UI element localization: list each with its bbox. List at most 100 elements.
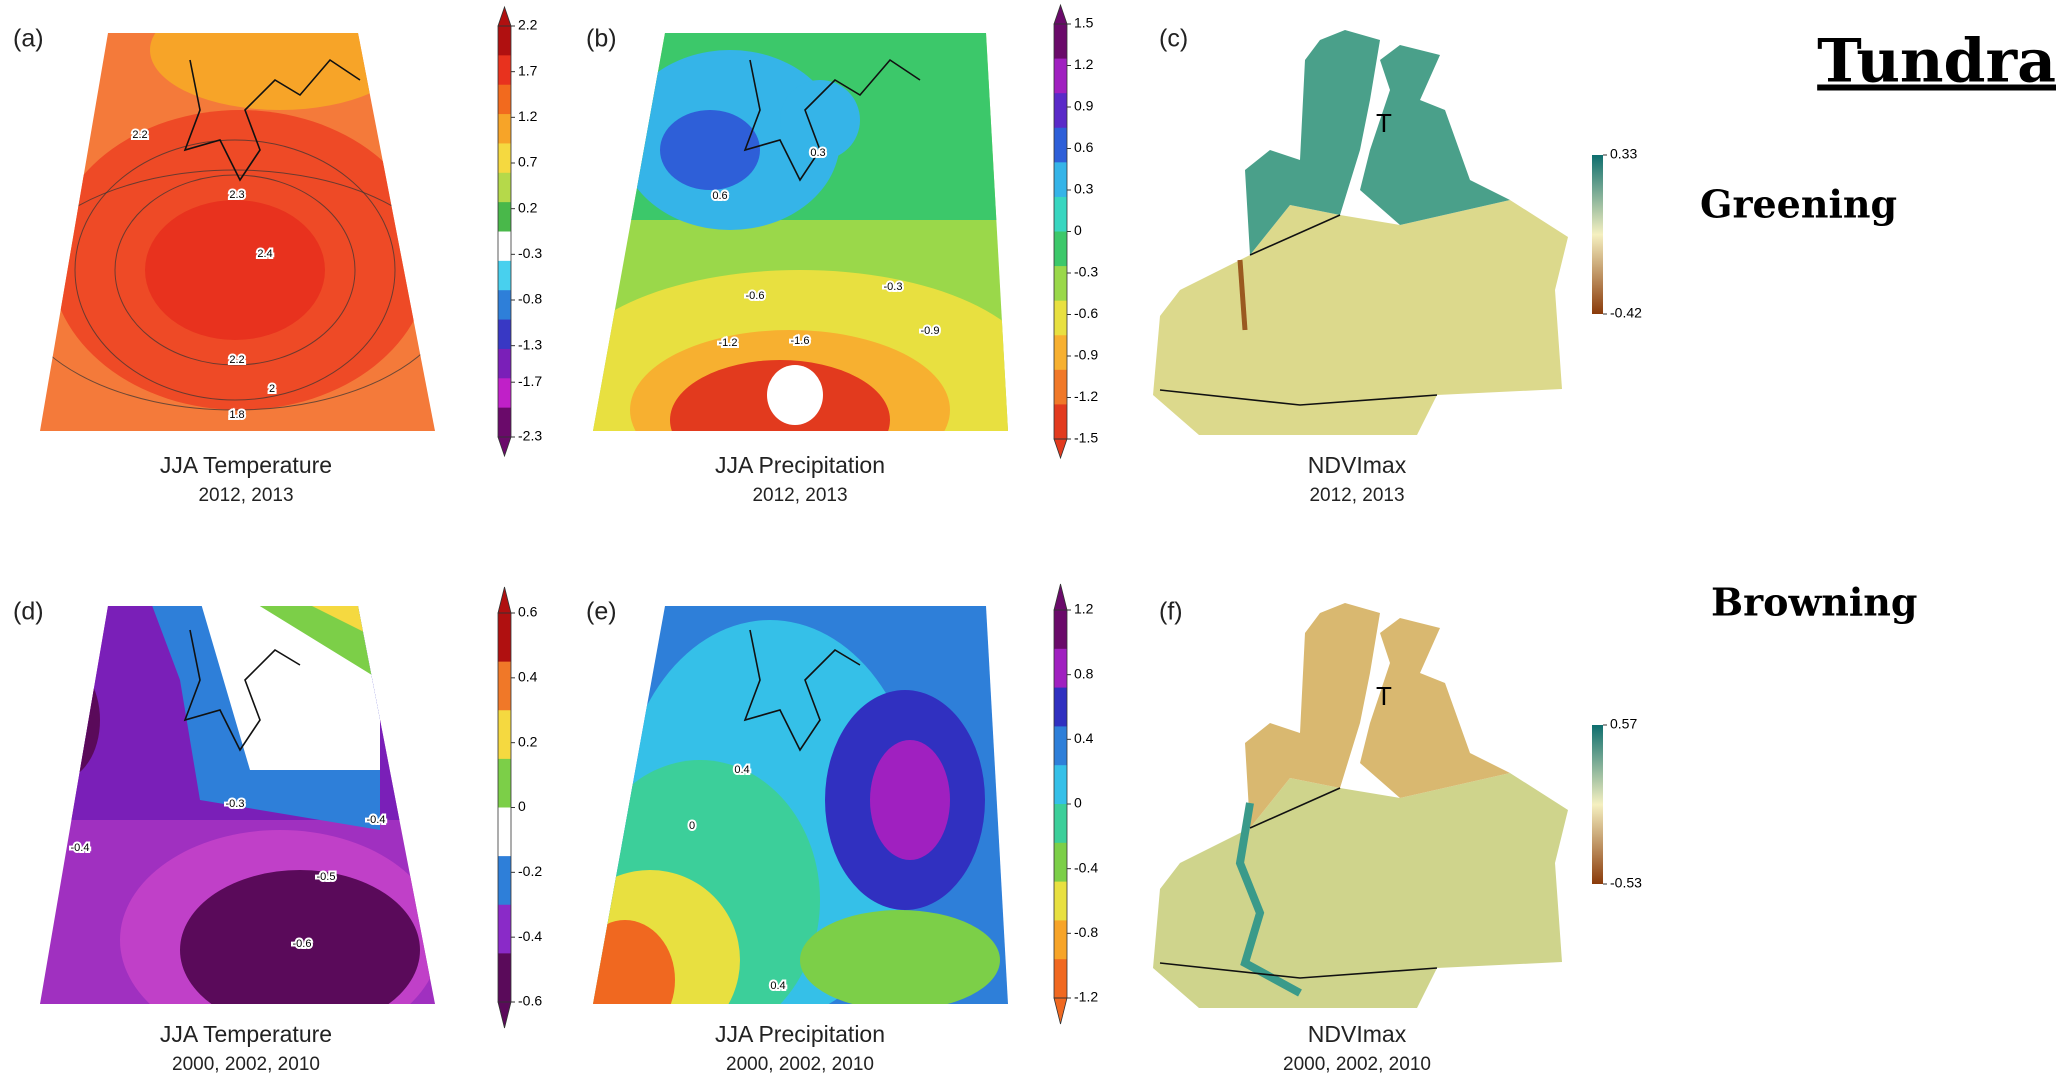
colorbar-band: [498, 172, 511, 203]
colorbar-band: [498, 758, 511, 808]
panel-label: (b): [586, 25, 617, 53]
colorbar-band: [1054, 300, 1067, 336]
contour-label: 1.8: [229, 409, 244, 421]
colorbar-band: [498, 231, 511, 262]
colorbar-band: [498, 260, 511, 291]
colorbar-band: [1054, 404, 1067, 440]
colorbar-band: [1054, 93, 1067, 129]
contour-label: 2.3: [229, 189, 244, 201]
colorbar-tick-label: 1.2: [1074, 601, 1094, 617]
panel-label: (f): [1159, 598, 1183, 626]
panel-label: (e): [586, 598, 617, 626]
contour-label: 2: [269, 383, 275, 395]
colorbar-tick-label: 0.9: [1074, 98, 1094, 114]
colorbar-band: [1054, 196, 1067, 232]
years: 2012, 2013: [752, 485, 847, 506]
colorbar-tick-label: -1.2: [1074, 388, 1098, 404]
contour-label: -0.4: [71, 842, 90, 854]
colorbar-band: [1054, 920, 1067, 960]
colorbar-band: [1054, 842, 1067, 883]
shape: [183, 629, 301, 752]
colorbar-band: [498, 114, 511, 144]
colorbar-tick-label: 0.7: [518, 154, 538, 170]
caption: NDVImax: [1308, 1021, 1407, 1047]
shape: [74, 139, 396, 401]
contour-label: 2.2: [132, 129, 147, 141]
colorbar-band: [1054, 687, 1067, 727]
shape: [40, 660, 100, 780]
colorbar-tick-label: 0.57: [1610, 716, 1637, 732]
contour-label: -0.5: [317, 871, 336, 883]
caption: JJA Precipitation: [715, 1021, 885, 1047]
contour-label: 0.4: [770, 980, 785, 992]
colorbar-frame: [497, 25, 512, 438]
colorbar-band: [498, 84, 511, 115]
colorbar-tick-label: -0.8: [518, 291, 542, 307]
caption: JJA Temperature: [160, 452, 332, 478]
colorbar-band: [498, 904, 511, 954]
map-d: [40, 606, 435, 1004]
contour-label: -0.3: [884, 281, 903, 293]
shape: [1153, 773, 1568, 1008]
shape: [743, 58, 921, 182]
years: 2012, 2013: [198, 485, 293, 506]
shape: [145, 200, 325, 340]
colorbar-band: [498, 661, 511, 711]
years: 2000, 2002, 2010: [172, 1054, 320, 1075]
colorbar-band: [498, 407, 511, 438]
colorbar-band: [1054, 231, 1067, 267]
contour-label: 2.2: [229, 354, 244, 366]
colorbar-end: [497, 586, 512, 614]
colorbar-tick-label: -1.5: [1074, 430, 1098, 446]
contour-label: 0.6: [712, 190, 727, 202]
contour-label: -0.6: [293, 938, 312, 950]
colorbar-band: [1054, 804, 1067, 844]
shape: [870, 740, 950, 860]
shape: [1360, 618, 1510, 798]
contour-label: -1.2: [719, 337, 738, 349]
colorbar-tick-label: -0.6: [518, 993, 542, 1009]
caption: JJA Temperature: [160, 1021, 332, 1047]
shape: [1153, 200, 1568, 435]
colorbar-tick-label: 0: [1074, 795, 1082, 811]
title: Tundra: [1817, 27, 2056, 97]
colorbar-band: [1054, 648, 1067, 689]
colorbar-band: [498, 143, 511, 174]
map-f: [1153, 603, 1568, 1008]
colorbar-end: [497, 1001, 512, 1029]
colorbar-band: [1054, 162, 1067, 198]
colorbar-tick-label: -0.2: [518, 863, 542, 879]
colorbar-tick-label: -1.7: [518, 373, 542, 389]
shape: [1159, 214, 1438, 406]
shape: [114, 174, 356, 366]
colorbar-band: [1054, 58, 1067, 94]
contour-label: 0.3: [810, 147, 825, 159]
shape: [1237, 259, 1248, 331]
panel-label: (a): [13, 25, 44, 53]
colorbar-tick-label: -0.3: [518, 245, 542, 261]
contour-label: -0.9: [921, 325, 940, 337]
colorbar-band: [1054, 266, 1067, 302]
colorbar-band: [498, 613, 511, 663]
colorbar-band: [1054, 765, 1067, 805]
years: 2000, 2002, 2010: [1283, 1054, 1431, 1075]
colorbar-tick-label: -2.3: [518, 428, 542, 444]
contour-label: -0.6: [746, 290, 765, 302]
colorbar-tick-label: 1.2: [518, 108, 538, 124]
colorbar-band: [1054, 726, 1067, 766]
colorbar-tick-label: 2.2: [518, 17, 538, 33]
colorbar-end: [1053, 438, 1068, 460]
colorbar-band: [498, 202, 511, 232]
colorbar-band: [1054, 369, 1067, 405]
years: 2000, 2002, 2010: [726, 1054, 874, 1075]
colorbar-tick-label: -1.2: [1074, 989, 1098, 1005]
shape: [593, 920, 675, 1004]
colorbar-tick-label: 0.3: [1074, 181, 1094, 197]
colorbar-end: [497, 436, 512, 458]
shape: [1235, 802, 1302, 997]
shape: [660, 110, 760, 190]
colorbar-tick-label: -0.4: [1074, 859, 1098, 875]
shape: [1245, 30, 1380, 255]
colorbar-tick-label: 0.2: [518, 199, 538, 215]
map-c: [1153, 30, 1568, 435]
